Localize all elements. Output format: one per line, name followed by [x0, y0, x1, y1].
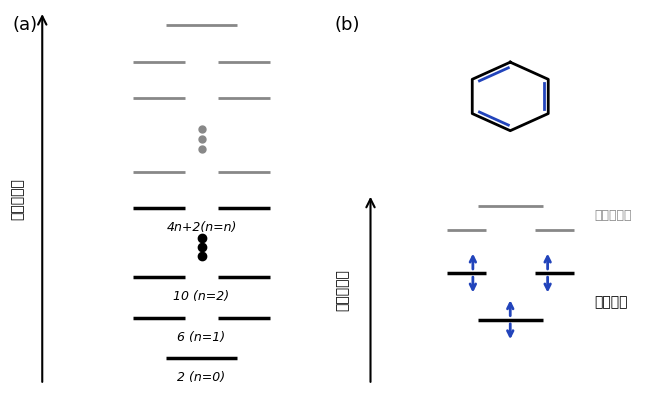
Text: (a): (a) — [13, 16, 38, 34]
Text: (b): (b) — [335, 16, 360, 34]
Text: 6 (n=1): 6 (n=1) — [177, 330, 226, 343]
Text: エネルギー: エネルギー — [336, 269, 350, 311]
Text: 4n+2(n=n): 4n+2(n=n) — [166, 221, 237, 234]
Text: エネルギー: エネルギー — [11, 177, 25, 220]
Text: 非占有軌道: 非占有軌道 — [595, 209, 632, 222]
Text: 10 (n=2): 10 (n=2) — [174, 290, 229, 303]
Text: 2 (n=0): 2 (n=0) — [177, 371, 226, 384]
Text: 占有軌道: 占有軌道 — [595, 295, 629, 309]
